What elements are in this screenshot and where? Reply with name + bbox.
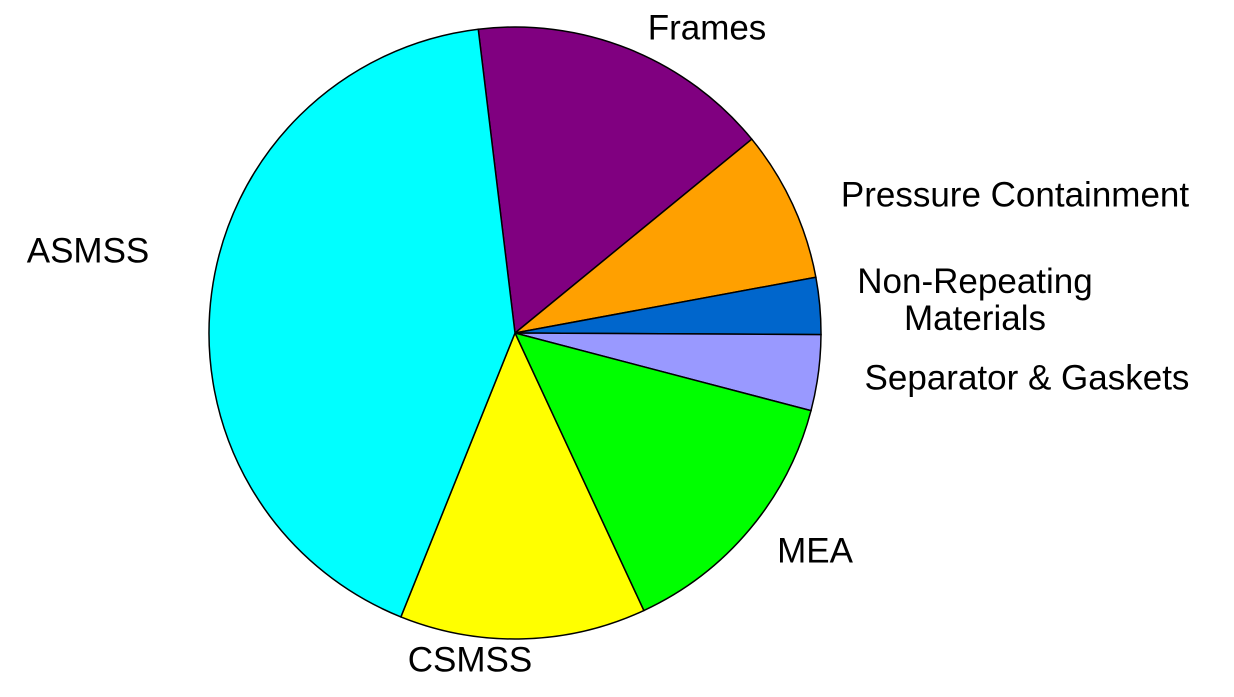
pie-slice — [399, 331, 645, 640]
slice-label: CSMSS — [408, 640, 532, 679]
pie-slice — [514, 138, 817, 334]
slice-label: Non-Repeating Materials — [857, 262, 1092, 338]
slice-label: ASMSS — [27, 231, 150, 270]
slice-label: Pressure Containment — [841, 175, 1189, 214]
pie-slice — [208, 28, 516, 618]
pie-slice — [513, 331, 812, 612]
pie-slice — [477, 26, 753, 335]
label-line: Materials — [904, 299, 1046, 338]
slice-label: Separator & Gaskets — [865, 358, 1190, 397]
slice-label: MEA — [777, 531, 854, 570]
label-line: Non-Repeating — [857, 262, 1092, 301]
slice-label: Frames — [648, 8, 767, 47]
